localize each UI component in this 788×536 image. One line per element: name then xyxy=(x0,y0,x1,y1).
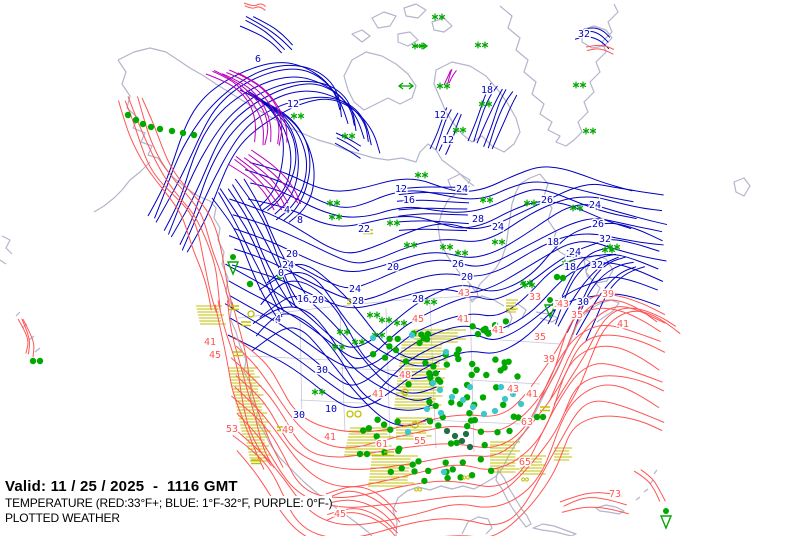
svg-text:48: 48 xyxy=(399,370,411,381)
svg-text:18: 18 xyxy=(564,262,576,273)
svg-text:45: 45 xyxy=(334,509,346,520)
svg-text:28: 28 xyxy=(412,294,424,305)
svg-text:12: 12 xyxy=(395,184,407,195)
isotherm-labels: 6121812121216224820240202426202828242426… xyxy=(202,28,630,522)
svg-text:0: 0 xyxy=(278,268,284,279)
svg-text:41: 41 xyxy=(492,325,504,336)
svg-text:63: 63 xyxy=(521,417,533,428)
svg-text:35: 35 xyxy=(534,332,546,343)
svg-text:24: 24 xyxy=(569,247,581,258)
svg-text:43: 43 xyxy=(507,384,519,395)
svg-text:55: 55 xyxy=(414,436,426,447)
svg-text:53: 53 xyxy=(226,424,238,435)
svg-text:∞: ∞ xyxy=(414,482,423,496)
svg-text:12: 12 xyxy=(287,99,299,110)
svg-text:32: 32 xyxy=(599,234,611,245)
svg-text:32: 32 xyxy=(554,300,566,311)
svg-text:20: 20 xyxy=(286,249,298,260)
svg-text:10: 10 xyxy=(325,404,337,415)
svg-text:24: 24 xyxy=(282,260,294,271)
svg-text:8: 8 xyxy=(297,215,303,226)
svg-text:16: 16 xyxy=(297,294,309,305)
svg-text:∞: ∞ xyxy=(521,472,530,486)
svg-text:20: 20 xyxy=(312,295,324,306)
svg-text:12: 12 xyxy=(434,110,446,121)
yellow-hatch-areas xyxy=(196,299,572,487)
svg-text:20: 20 xyxy=(387,262,399,273)
svg-text:35: 35 xyxy=(571,310,583,321)
svg-text:35: 35 xyxy=(554,299,566,310)
svg-text:24: 24 xyxy=(589,200,601,211)
plotted-weather-text: PLOTTED WEATHER xyxy=(5,511,120,525)
svg-text:28: 28 xyxy=(352,296,364,307)
isotherms-purple xyxy=(205,68,457,211)
svg-text:18: 18 xyxy=(481,85,493,96)
svg-text:65: 65 xyxy=(519,457,531,468)
svg-text:41: 41 xyxy=(324,432,336,443)
svg-text:26: 26 xyxy=(452,259,464,270)
isotherms-blue xyxy=(147,15,668,427)
svg-text:41: 41 xyxy=(204,337,216,348)
svg-text:30: 30 xyxy=(293,410,305,421)
svg-text:61: 61 xyxy=(376,439,388,450)
svg-text:43: 43 xyxy=(458,288,470,299)
svg-text:30: 30 xyxy=(577,297,589,308)
svg-text:45: 45 xyxy=(209,350,221,361)
svg-text:26: 26 xyxy=(592,219,604,230)
svg-text:49: 49 xyxy=(282,425,294,436)
svg-text:22: 22 xyxy=(358,224,370,235)
svg-text:16: 16 xyxy=(403,195,415,206)
svg-text:6: 6 xyxy=(255,54,261,65)
svg-text:24: 24 xyxy=(349,284,361,295)
svg-text:45: 45 xyxy=(412,314,424,325)
svg-text:26: 26 xyxy=(541,195,553,206)
svg-text:4: 4 xyxy=(275,314,281,325)
svg-text:24: 24 xyxy=(492,222,504,233)
svg-text:41: 41 xyxy=(617,319,629,330)
svg-text:39: 39 xyxy=(602,289,614,300)
svg-text:41: 41 xyxy=(372,389,384,400)
isotherms-red xyxy=(17,2,681,536)
svg-text:18: 18 xyxy=(547,237,559,248)
svg-text:43: 43 xyxy=(557,299,569,310)
svg-text:30: 30 xyxy=(316,365,328,376)
svg-text:32: 32 xyxy=(578,29,590,40)
svg-text:73: 73 xyxy=(609,489,621,500)
svg-text:33: 33 xyxy=(529,292,541,303)
svg-text:4: 4 xyxy=(284,205,290,216)
svg-text:41: 41 xyxy=(457,314,469,325)
svg-text:24: 24 xyxy=(456,184,468,195)
svg-text:28: 28 xyxy=(472,214,484,225)
svg-text:∞: ∞ xyxy=(462,470,471,484)
svg-text:41: 41 xyxy=(526,389,538,400)
station-symbols: ∞ ∞ ∞ xyxy=(29,13,673,530)
svg-text:20: 20 xyxy=(461,272,473,283)
svg-text:24: 24 xyxy=(566,249,578,260)
temperature-legend-text: TEMPERATURE (RED:33°F+; BLUE: 1°F-32°F, … xyxy=(5,496,333,510)
map-legend: Valid: 11 / 25 / 2025 - 1116 GMT TEMPERA… xyxy=(5,478,333,525)
svg-text:39: 39 xyxy=(543,354,555,365)
svg-text:32: 32 xyxy=(591,260,603,271)
svg-text:12: 12 xyxy=(442,135,454,146)
valid-time-text: Valid: 11 / 25 / 2025 - 1116 GMT xyxy=(5,478,238,495)
